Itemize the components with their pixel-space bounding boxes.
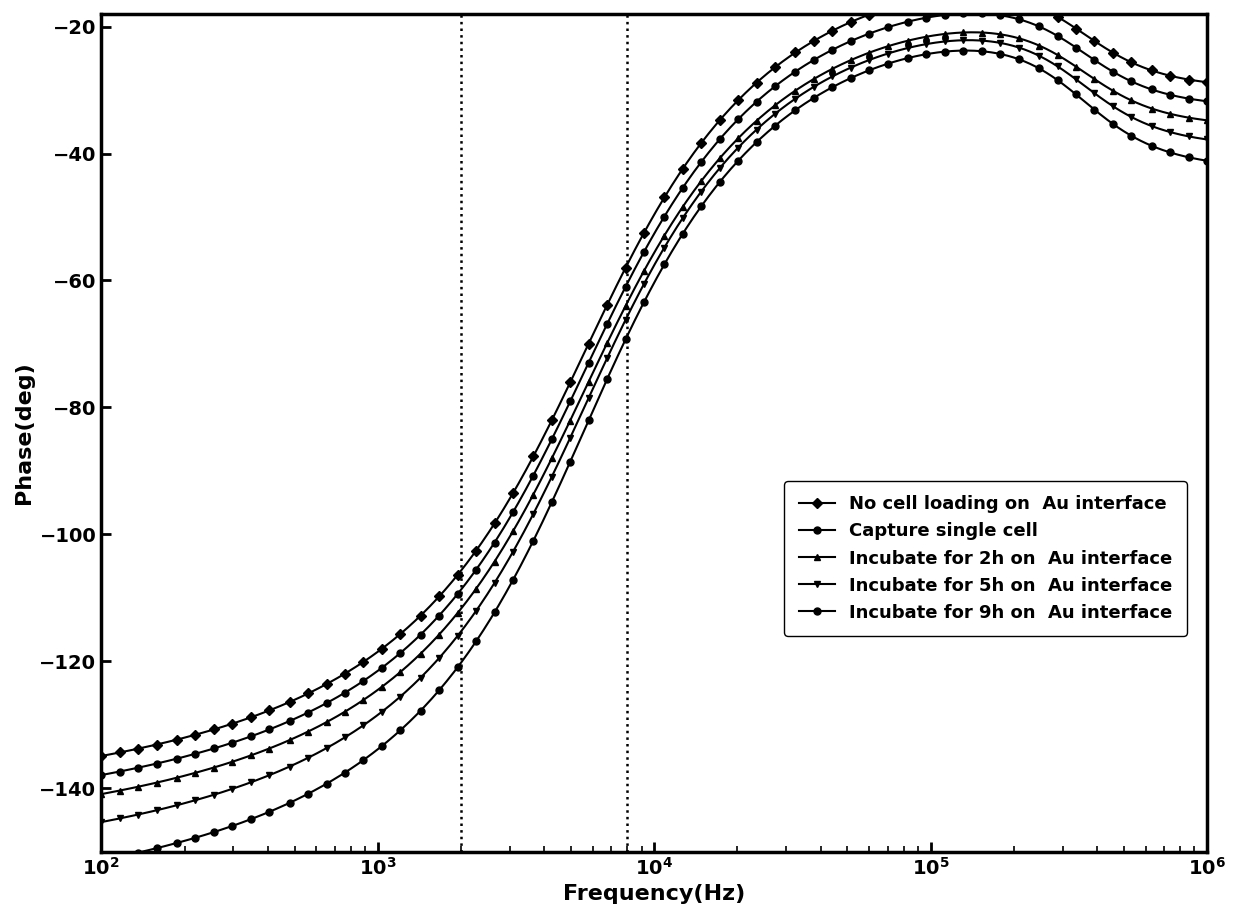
Legend: No cell loading on  Au interface, Capture single cell, Incubate for 2h on  Au in: No cell loading on Au interface, Capture…	[784, 481, 1187, 636]
X-axis label: Frequency(Hz): Frequency(Hz)	[563, 884, 745, 904]
Y-axis label: Phase(deg): Phase(deg)	[14, 362, 33, 504]
